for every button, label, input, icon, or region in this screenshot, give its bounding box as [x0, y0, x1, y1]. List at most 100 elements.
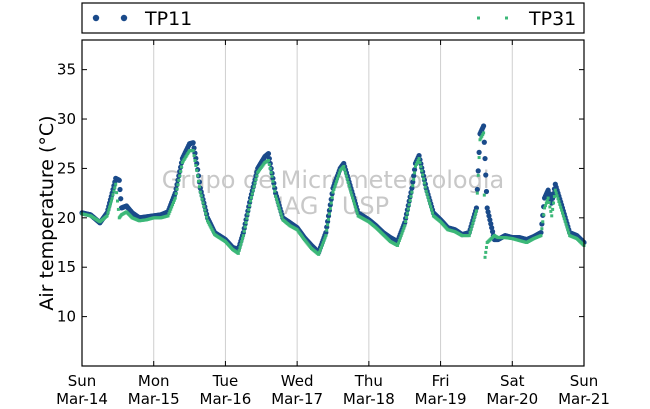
data-point-tp31 [199, 194, 203, 198]
data-point-tp31 [108, 202, 112, 206]
data-point-tp31 [398, 236, 402, 240]
data-point-tp31 [241, 234, 245, 238]
data-point-tp31 [322, 238, 326, 242]
data-point-tp31 [414, 162, 418, 166]
data-point-tp31 [396, 241, 400, 245]
data-point-tp31 [175, 187, 179, 191]
data-point-tp31 [318, 250, 322, 254]
data-point-tp11 [483, 172, 489, 178]
data-point-tp31 [344, 174, 348, 178]
data-point-tp31 [166, 214, 170, 218]
data-point-tp11 [483, 188, 490, 195]
data-point-tp31 [410, 190, 414, 194]
data-point-tp31 [471, 221, 475, 225]
data-point-tp31 [421, 173, 425, 177]
data-point-tp11 [416, 152, 422, 159]
plot-frame [81, 39, 585, 367]
data-point-tp31 [243, 225, 247, 229]
data-point-tp31 [346, 181, 350, 185]
data-point-tp31 [422, 177, 426, 181]
data-point-tp31 [192, 154, 196, 158]
data-point-tp31 [542, 213, 546, 217]
data-point-tp31 [561, 214, 565, 218]
data-point-tp11 [538, 230, 544, 236]
data-point-tp31 [559, 205, 563, 209]
data-point-tp31 [239, 242, 243, 246]
data-point-tp31 [279, 212, 283, 216]
data-point-tp31 [195, 168, 199, 172]
data-point-tp31 [408, 199, 412, 203]
data-point-tp11 [475, 168, 481, 174]
data-point-tp11 [484, 205, 490, 211]
data-point-tp31 [267, 162, 271, 166]
data-point-tp31 [252, 185, 256, 189]
data-point-tp31 [249, 199, 253, 203]
data-point-tp31 [194, 163, 198, 167]
legend-frame [81, 2, 585, 34]
data-point-tp31 [197, 179, 201, 183]
legend-marker-tp31 [505, 16, 508, 20]
legend-label-tp31: TP31 [528, 8, 576, 30]
data-point-tp31 [177, 178, 181, 182]
data-point-tp31 [347, 184, 351, 188]
series-tp31 [80, 131, 586, 259]
data-point-tp31 [325, 228, 329, 232]
data-point-tp31 [417, 157, 421, 161]
data-point-tp31 [539, 234, 543, 238]
data-point-tp31 [424, 189, 428, 193]
data-point-tp31 [549, 209, 553, 213]
data-point-tp31 [110, 196, 114, 200]
data-point-tp31 [198, 190, 202, 194]
data-point-tp11 [265, 151, 272, 157]
data-point-tp31 [317, 252, 321, 256]
data-point-tp31 [546, 196, 550, 200]
data-point-tp31 [419, 165, 423, 169]
x-tick-label-day: Tue [212, 372, 239, 390]
data-point-tp31 [560, 208, 564, 212]
data-point-tp31 [111, 193, 115, 197]
data-point-tp31 [403, 224, 407, 228]
plot-background [82, 40, 584, 366]
data-point-tp31 [116, 207, 120, 211]
data-point-tp31 [352, 199, 356, 203]
data-point-tp31 [567, 231, 571, 235]
data-point-tp31 [349, 190, 353, 194]
data-point-tp31 [253, 181, 257, 185]
data-point-tp31 [171, 201, 175, 205]
data-point-tp31 [206, 219, 209, 223]
x-tick-label-date: Mar-16 [200, 390, 252, 408]
data-point-tp31 [481, 133, 485, 137]
data-point-tp31 [196, 174, 200, 178]
data-point-tp11 [411, 167, 418, 173]
data-point-tp31 [482, 131, 486, 135]
data-point-tp31 [401, 229, 405, 233]
data-point-tp31 [548, 205, 552, 209]
data-point-tp31 [558, 202, 562, 206]
data-point-tp31 [342, 164, 346, 168]
x-tick-label-date: Mar-20 [486, 390, 538, 408]
data-point-tp31 [236, 251, 240, 255]
data-point-tp31 [266, 159, 270, 163]
data-point-tp31 [240, 240, 244, 244]
data-point-tp31 [202, 204, 206, 208]
data-point-tp31 [472, 218, 476, 222]
data-point-tp31 [250, 192, 254, 196]
data-point-tp31 [319, 245, 323, 249]
data-point-tp31 [565, 225, 569, 229]
data-point-tp31 [475, 191, 479, 195]
x-tick-label-day: Sun [570, 372, 599, 390]
data-point-tp31 [333, 185, 337, 189]
data-point-tp31 [238, 245, 242, 249]
data-point-tp31 [269, 170, 273, 174]
data-point-tp11 [117, 186, 123, 193]
data-point-tp31 [170, 205, 174, 209]
x-tick-label-date: Mar-19 [415, 390, 467, 408]
data-point-tp31 [350, 193, 354, 197]
data-point-tp31 [251, 188, 255, 192]
data-point-tp31 [353, 202, 357, 206]
data-point-tp31 [405, 215, 409, 219]
data-point-tp31 [327, 212, 331, 216]
data-point-tp31 [327, 217, 331, 221]
data-point-tp31 [552, 195, 556, 199]
data-point-tp31 [480, 134, 484, 138]
